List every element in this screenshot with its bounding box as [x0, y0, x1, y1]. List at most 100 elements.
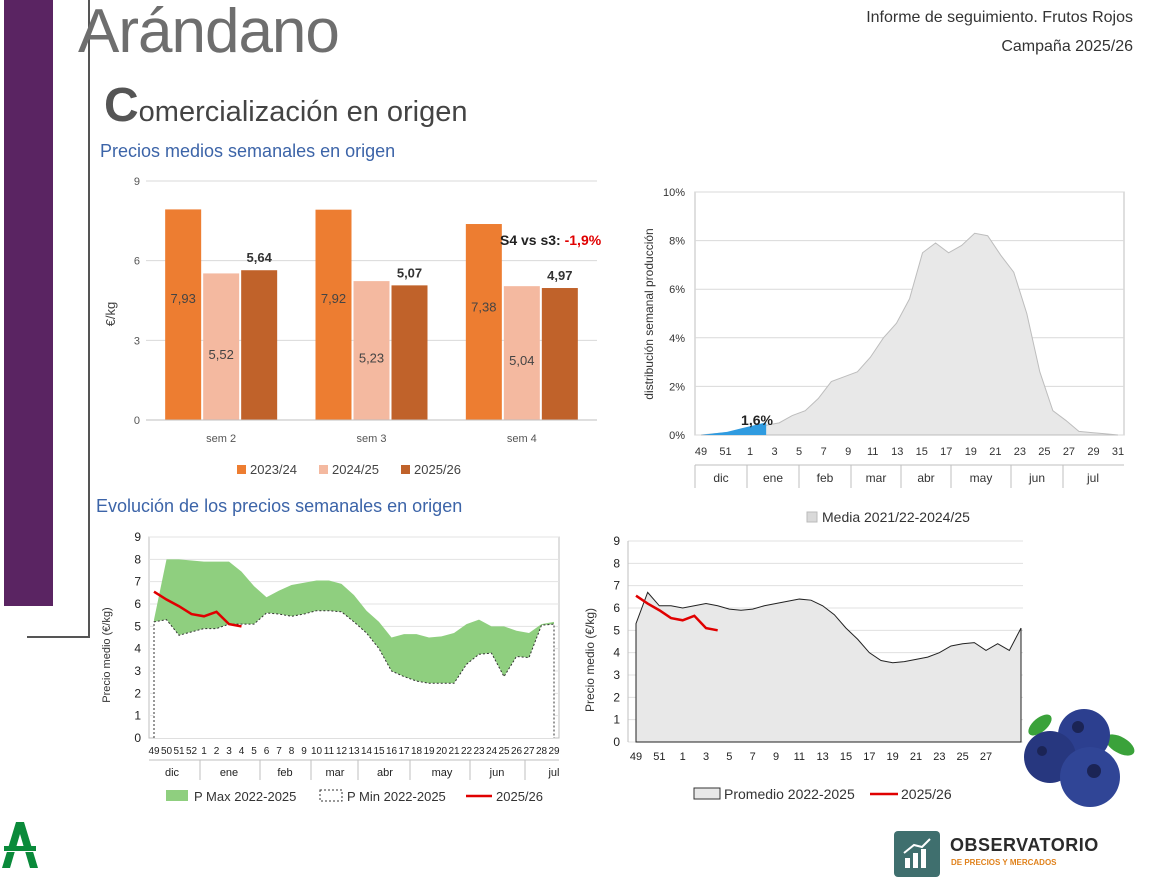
evo-xtick-label: 10	[311, 746, 323, 757]
dist-xtick-label: 23	[1014, 446, 1026, 458]
evo-xtick-label: 4	[239, 746, 245, 757]
evo-xtick-label: 19	[423, 746, 435, 757]
evo-legend-label: P Min 2022-2025	[347, 789, 446, 804]
avg-xtick-label: 15	[840, 751, 852, 763]
bar-legend-swatch	[401, 465, 410, 474]
avg-xtick-label: 13	[817, 751, 829, 763]
report-line-1: Informe de seguimiento. Frutos Rojos	[866, 9, 1133, 26]
evo-xtick-label: 11	[324, 746, 335, 757]
dist-xtick-label: 21	[989, 446, 1001, 458]
dist-xtick-label: 7	[821, 446, 827, 458]
subtitle-rest: omercialización en origen	[138, 96, 468, 128]
frame-line	[27, 0, 90, 638]
evo-xtick-label: 9	[301, 746, 307, 757]
evo-month-label: may	[432, 767, 453, 779]
avg-current-line	[635, 594, 718, 632]
evo-xtick-label: 52	[186, 746, 198, 757]
avg-ytick-label: 3	[613, 668, 620, 682]
avg-xtick-label: 17	[863, 751, 875, 763]
bar-annotation-value: -1,9%	[565, 232, 602, 248]
dist-xtick-label: 5	[796, 446, 802, 458]
bar-2024-25	[353, 281, 390, 420]
evo-xtick-label: 25	[498, 746, 510, 757]
evo-ylabel: Precio medio (€/kg)	[101, 607, 113, 702]
junta-logo	[0, 820, 40, 875]
evo-xtick-label: 22	[461, 746, 473, 757]
dist-xtick-label: 31	[1112, 446, 1124, 458]
evo-xtick-label: 27	[523, 746, 535, 757]
avg-xtick-label: 11	[794, 751, 805, 763]
dist-xtick-label: 15	[916, 446, 928, 458]
bar-ytick-label: 6	[134, 256, 140, 268]
evo-xtick-label: 49	[148, 746, 160, 757]
evo-legend-swatch-min	[319, 789, 343, 802]
bar-legend-swatch	[319, 465, 328, 474]
bar-legend-label: 2025/26	[414, 462, 461, 477]
dist-month-label: jul	[1086, 471, 1099, 485]
avg-xtick-label: 51	[653, 751, 665, 763]
evo-plot-frame	[148, 536, 560, 739]
evo-min-area	[153, 610, 555, 738]
evo-month-label: dic	[165, 767, 180, 779]
bar-data-label: 7,38	[471, 299, 496, 314]
report-info: Informe de seguimiento. Frutos Rojos Cam…	[866, 3, 1133, 61]
bar-xtick-label: sem 3	[357, 433, 387, 445]
bar-ytick-label: 9	[134, 176, 140, 188]
evo-max-area	[154, 559, 554, 684]
avg-xtick-label: 49	[630, 751, 642, 763]
dist-area	[700, 232, 1119, 436]
subtitle-initial: C	[104, 79, 139, 132]
evo-xtick-label: 51	[173, 746, 185, 757]
bar-2025-26	[541, 288, 578, 420]
bar-xtick-label: sem 4	[507, 433, 537, 445]
bar-data-label: 5,23	[359, 351, 384, 366]
observatorio-title: OBSERVATORIO	[950, 835, 1099, 855]
dist-xtick-label: 49	[695, 446, 707, 458]
evo-xtick-label: 8	[289, 746, 295, 757]
dist-month-label: dic	[713, 471, 728, 485]
avg-ylabel: Precio medio (€/kg)	[583, 608, 597, 712]
bar-data-label: 5,04	[509, 353, 534, 368]
evo-month-label: abr	[377, 767, 393, 779]
dist-xtick-label: 19	[965, 446, 977, 458]
evo-xtick-label: 3	[226, 746, 232, 757]
bar-xtick-label: sem 2	[206, 433, 236, 445]
blueberry-illustration	[1024, 709, 1135, 807]
avg-xtick-label: 9	[773, 751, 779, 763]
bar-data-label: 7,92	[321, 291, 346, 306]
dist-xtick-label: 1	[747, 446, 753, 458]
bar-legend-label: 2024/25	[332, 462, 379, 477]
evo-ytick-label: 3	[134, 664, 141, 678]
bar-2023-24	[465, 224, 502, 420]
avg-legend-swatch	[693, 787, 721, 800]
dist-month-label: abr	[917, 471, 934, 485]
evo-legend-label: 2025/26	[496, 789, 543, 804]
dist-legend-swatch	[806, 511, 818, 523]
dist-plot-frame	[694, 191, 1125, 436]
evo-xtick-label: 28	[536, 746, 548, 757]
dist-xtick-label: 13	[891, 446, 903, 458]
dist-ytick-label: 8%	[669, 236, 685, 248]
evo-ytick-label: 6	[134, 597, 141, 611]
dist-ylabel: distribución semanal producción	[642, 228, 656, 399]
dist-xtick-label: 51	[719, 446, 731, 458]
evo-ytick-label: 4	[134, 642, 141, 656]
dist-xtick-label: 25	[1038, 446, 1050, 458]
avg-xtick-label: 7	[750, 751, 756, 763]
avg-ytick-label: 2	[613, 690, 620, 704]
dist-xtick-label: 11	[867, 446, 878, 458]
avg-ytick-label: 1	[613, 713, 620, 727]
avg-xtick-label: 5	[726, 751, 732, 763]
evo-xtick-label: 29	[548, 746, 560, 757]
evo-legend-label: P Max 2022-2025	[194, 789, 296, 804]
bar-data-label: 5,52	[209, 347, 234, 362]
bar-data-label: 7,93	[171, 291, 196, 306]
avg-ytick-label: 4	[613, 646, 620, 660]
evo-xtick-label: 50	[161, 746, 173, 757]
bar-data-label: 5,64	[247, 250, 273, 265]
avg-ytick-label: 7	[613, 579, 620, 593]
dist-ytick-label: 6%	[669, 284, 685, 296]
bar-2024-25	[503, 286, 540, 420]
avg-xtick-label: 23	[933, 751, 945, 763]
avg-legend-label: Promedio 2022-2025	[724, 786, 855, 802]
